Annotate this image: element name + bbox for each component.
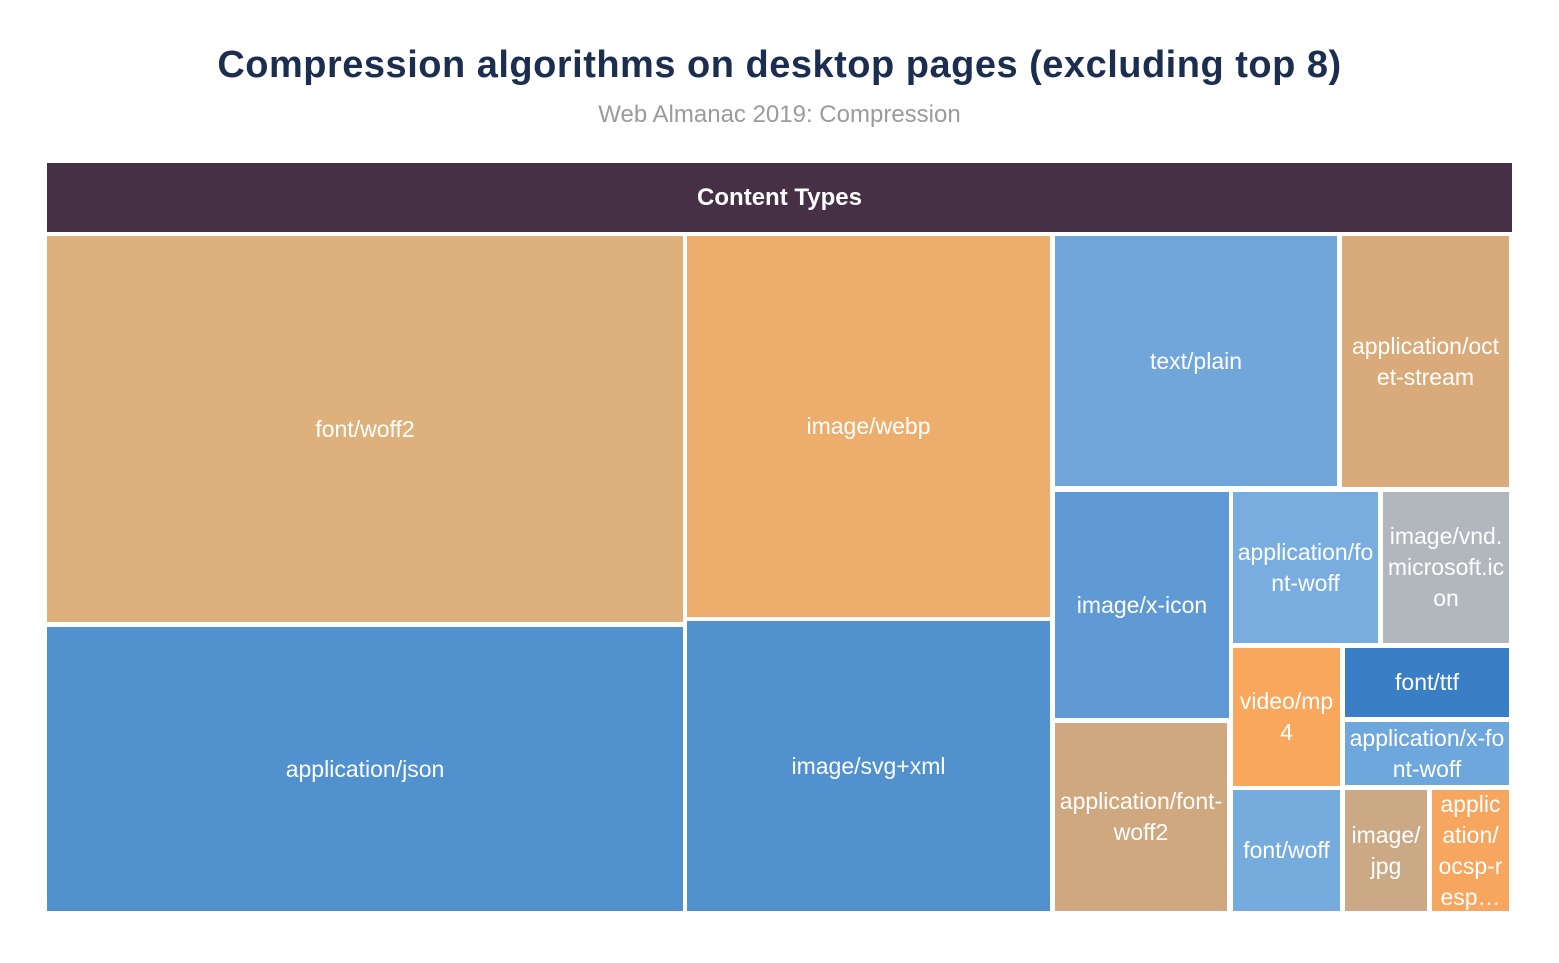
treemap-header: Content Types xyxy=(47,163,1512,232)
treemap-chart: Content Types font/woff2 application/jso… xyxy=(47,163,1512,912)
treemap-cell-application-font-woff2[interactable]: application/font-woff2 xyxy=(1055,723,1227,911)
cell-label: image/svg+xml xyxy=(791,752,946,779)
cell-label: application/x-font-woff xyxy=(1349,724,1505,782)
treemap-cell-application-ocsp-response[interactable]: application/ocsp-resp… xyxy=(1432,790,1509,911)
cell-label: video/mp4 xyxy=(1239,688,1334,745)
treemap-cell-image-vnd-microsoft-icon[interactable]: image/vnd.microsoft.icon xyxy=(1383,492,1509,643)
treemap-cell-application-octet-stream[interactable]: application/octet-stream xyxy=(1342,236,1509,487)
treemap-cell-image-x-icon[interactable]: image/x-icon xyxy=(1055,492,1229,718)
treemap-cell-font-ttf[interactable]: font/ttf xyxy=(1345,648,1509,717)
treemap-cell-application-json[interactable]: application/json xyxy=(47,627,683,911)
cell-label: image/vnd.microsoft.icon xyxy=(1387,523,1505,611)
treemap-cell-video-mp4[interactable]: video/mp4 xyxy=(1233,648,1340,786)
cell-label: application/font-woff xyxy=(1237,538,1374,596)
chart-title: Compression algorithms on desktop pages … xyxy=(217,44,1342,86)
cell-label: font/woff xyxy=(1243,837,1330,863)
treemap-cell-image-svg-xml[interactable]: image/svg+xml xyxy=(687,621,1050,911)
cell-label: image/x-icon xyxy=(1076,591,1208,618)
treemap-cell-font-woff[interactable]: font/woff xyxy=(1233,790,1340,911)
cell-label: image/jpg xyxy=(1351,821,1421,879)
cell-label: font/woff2 xyxy=(315,415,415,442)
treemap-cell-font-woff2[interactable]: font/woff2 xyxy=(47,236,683,622)
cell-label: font/ttf xyxy=(1395,669,1459,695)
chart-subtitle: Web Almanac 2019: Compression xyxy=(598,101,961,128)
treemap-header-label: Content Types xyxy=(697,183,862,211)
cell-label: text/plain xyxy=(1149,347,1243,374)
treemap-cell-image-webp[interactable]: image/webp xyxy=(687,236,1050,617)
cell-label: application/json xyxy=(285,755,445,782)
cell-label: application/ocsp-resp… xyxy=(1438,790,1503,910)
treemap-cell-image-jpg[interactable]: image/jpg xyxy=(1345,790,1427,911)
treemap-cell-text-plain[interactable]: text/plain xyxy=(1055,236,1337,486)
cell-label: application/octet-stream xyxy=(1351,332,1500,390)
cell-label: image/webp xyxy=(806,413,931,439)
treemap-cell-application-font-woff[interactable]: application/font-woff xyxy=(1233,492,1378,643)
cell-label: application/font-woff2 xyxy=(1059,788,1223,845)
treemap-cell-application-x-font-woff[interactable]: application/x-font-woff xyxy=(1345,722,1509,785)
